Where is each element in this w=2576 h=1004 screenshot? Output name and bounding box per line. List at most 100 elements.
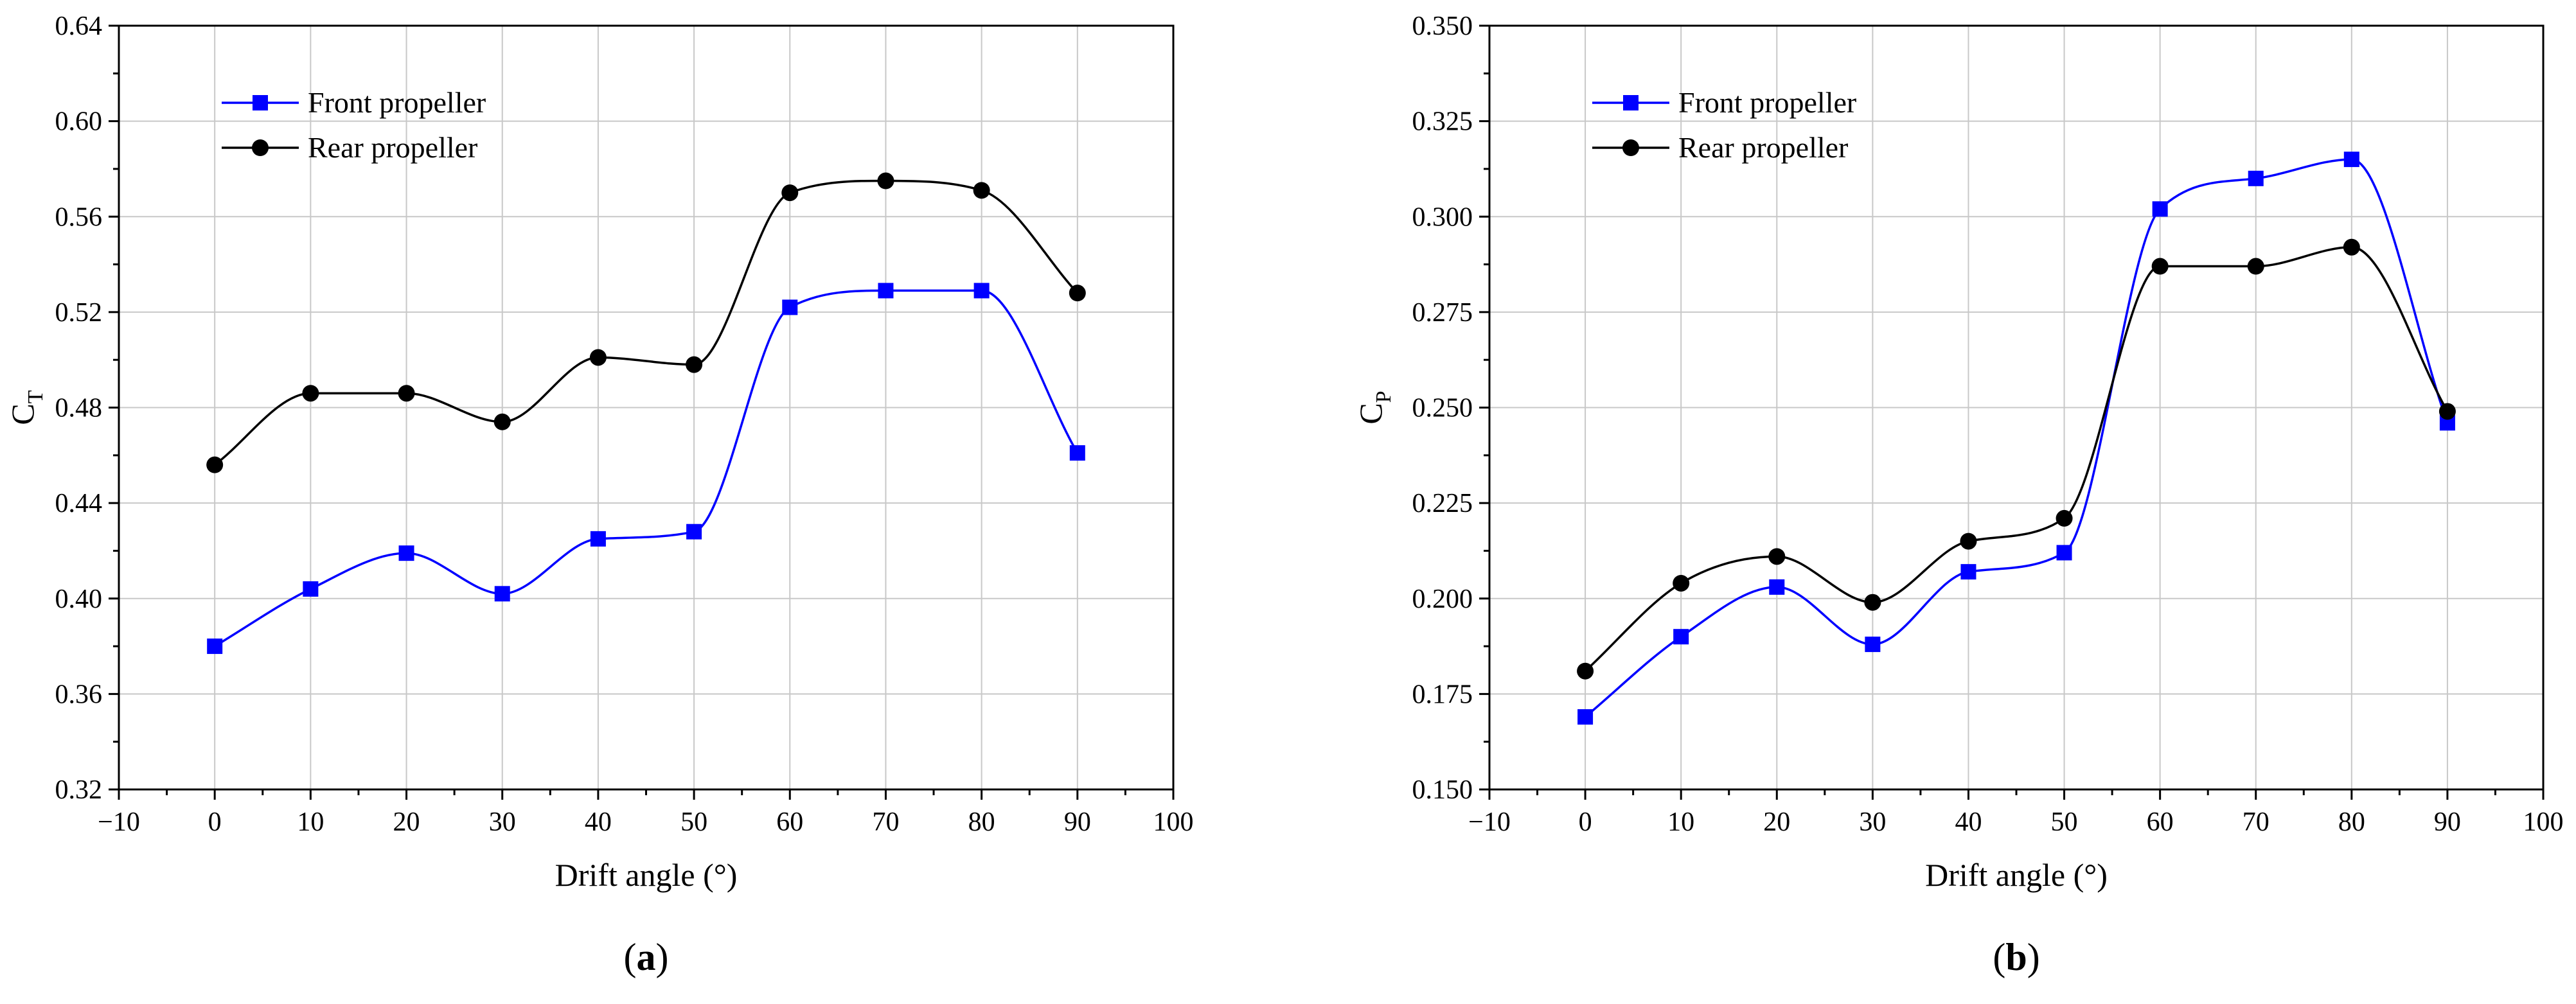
data-point-square xyxy=(686,524,702,540)
legend-marker-circle xyxy=(252,139,269,156)
data-point-circle xyxy=(1673,574,1690,592)
data-point-square xyxy=(782,299,798,315)
y-axis-title-main: C xyxy=(4,403,40,425)
data-point-square xyxy=(398,545,414,561)
series-rear-propeller xyxy=(1577,238,2456,680)
y-tick-label: 0.325 xyxy=(1412,107,1473,137)
data-point-square xyxy=(878,283,894,299)
y-axis-title-main: C xyxy=(1353,403,1389,424)
data-point-circle xyxy=(2247,258,2264,275)
x-tick-label: 40 xyxy=(1955,807,1982,837)
y-axis-title: CP xyxy=(1353,391,1396,424)
y-axis-title: CT xyxy=(4,390,48,425)
x-tick-label: −10 xyxy=(1468,807,1511,837)
x-tick-label: 60 xyxy=(776,807,803,837)
y-tick-label: 0.200 xyxy=(1412,585,1473,614)
x-tick-label: 100 xyxy=(1153,807,1194,837)
data-point-square xyxy=(494,586,510,602)
y-tick-label: 0.350 xyxy=(1412,12,1473,41)
y-axis-title-subscript: P xyxy=(1372,391,1396,403)
panel-label-letter: b xyxy=(2005,936,2027,978)
data-point-circle xyxy=(781,184,799,202)
x-axis-title: Drift angle (°) xyxy=(1925,857,2108,893)
data-point-square xyxy=(1673,629,1689,645)
legend-label: Rear propeller xyxy=(1678,131,1848,164)
x-tick-label: 70 xyxy=(872,807,899,837)
data-point-circle xyxy=(398,385,415,402)
legend: Front propeller Rear propeller xyxy=(222,86,486,164)
series-line xyxy=(214,179,1079,466)
x-tick-label: 90 xyxy=(2434,807,2461,837)
y-tick-label: 0.225 xyxy=(1412,489,1473,518)
data-point-circle xyxy=(877,172,894,189)
y-tick-label: 0.36 xyxy=(55,680,103,709)
y-tick-label: 0.44 xyxy=(55,489,103,518)
panel-label: (a) xyxy=(624,936,669,978)
x-tick-label: 20 xyxy=(1763,807,1790,837)
x-axis-title: Drift angle (°) xyxy=(555,857,738,893)
panel-label-close: ) xyxy=(2027,936,2040,978)
y-tick-label: 0.250 xyxy=(1412,394,1473,423)
y-tick-label: 0.60 xyxy=(55,107,103,137)
data-point-circle xyxy=(493,413,511,430)
data-point-square xyxy=(1865,637,1881,653)
legend-label: Front propeller xyxy=(308,86,486,119)
data-point-circle xyxy=(686,356,703,373)
data-point-square xyxy=(1069,445,1085,461)
y-tick-label: 0.64 xyxy=(55,12,103,41)
data-point-circle xyxy=(1960,533,1977,550)
x-tick-label: 50 xyxy=(2051,807,2078,837)
data-point-circle xyxy=(302,385,319,402)
legend-marker-square xyxy=(253,95,268,110)
x-tick-label: 80 xyxy=(968,807,995,837)
data-point-circle xyxy=(589,349,607,366)
x-tick-label: 10 xyxy=(297,807,324,837)
x-tick-label: 0 xyxy=(1579,807,1592,837)
data-point-square xyxy=(590,531,606,547)
data-point-circle xyxy=(2151,258,2169,275)
y-tick-label: 0.48 xyxy=(55,394,103,423)
y-tick-label: 0.175 xyxy=(1412,680,1473,709)
data-point-square xyxy=(2152,201,2168,217)
panel-label-close: ) xyxy=(656,936,669,978)
data-point-square xyxy=(207,639,223,655)
data-point-circle xyxy=(1577,662,1594,680)
x-tick-label: 40 xyxy=(585,807,612,837)
series-line xyxy=(1584,246,2449,672)
data-point-square xyxy=(2056,545,2072,561)
y-tick-label: 0.275 xyxy=(1412,298,1473,328)
x-tick-label: 20 xyxy=(393,807,420,837)
data-point-square xyxy=(303,581,319,597)
x-tick-label: 80 xyxy=(2338,807,2365,837)
x-tick-label: 70 xyxy=(2243,807,2270,837)
x-tick-label: 60 xyxy=(2147,807,2174,837)
chart-panel-a: −10 0 10 20 30 40 50 60 70 80 90 100 0.32 0.36 0.40 0.4… xyxy=(4,12,1194,978)
data-point-circle xyxy=(2056,509,2073,527)
legend-label: Rear propeller xyxy=(308,131,477,164)
series-line xyxy=(1584,158,2449,718)
legend: Front propeller Rear propeller xyxy=(1592,86,1856,164)
data-point-square xyxy=(973,283,990,299)
x-tick-label: −10 xyxy=(98,807,140,837)
x-tick-label: 0 xyxy=(208,807,222,837)
y-tick-label: 0.32 xyxy=(55,775,103,805)
y-tick-label: 0.56 xyxy=(55,202,103,232)
panel-label-open: ( xyxy=(1993,936,2005,978)
grid-lines xyxy=(1489,25,2544,790)
legend-marker-square xyxy=(1623,95,1639,110)
data-point-square xyxy=(1577,709,1594,725)
y-tick-label: 0.52 xyxy=(55,298,103,328)
series-front-propeller xyxy=(1577,152,2455,725)
data-point-circle xyxy=(973,182,990,199)
data-point-circle xyxy=(1864,594,1881,611)
panel-label-letter: a xyxy=(637,936,656,978)
x-tick-label: 50 xyxy=(680,807,707,837)
x-tick-label: 30 xyxy=(489,807,516,837)
data-point-circle xyxy=(1768,548,1786,565)
series-rear-propeller xyxy=(206,172,1086,473)
data-point-square xyxy=(2248,170,2264,186)
y-tick-label: 0.300 xyxy=(1412,202,1473,232)
data-point-circle xyxy=(206,456,224,473)
legend-marker-circle xyxy=(1622,139,1639,156)
